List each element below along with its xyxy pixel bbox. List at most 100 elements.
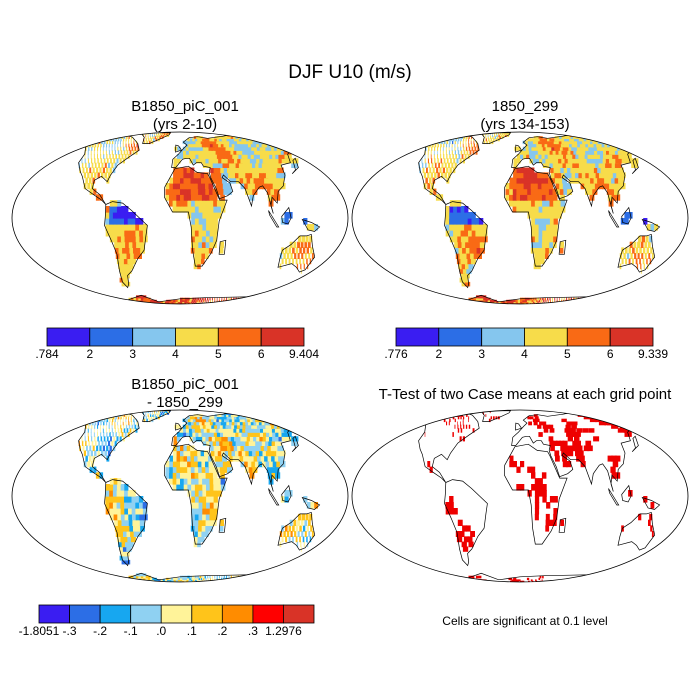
colorbar-tick-label: 4 [172, 347, 179, 361]
coastline-uk [515, 144, 523, 153]
colorbar-swatch [132, 327, 176, 347]
coastline-borneo [281, 206, 292, 225]
colorbar-swatch [160, 604, 193, 624]
colorbar-swatch [252, 604, 284, 624]
coastline-australia [277, 233, 316, 273]
colorbar-tick-label: 6 [606, 347, 614, 361]
coastline-new-guinea [641, 218, 661, 232]
panel-title-case2-line1: 1850_299 [491, 98, 559, 115]
colorbar-tick-label: 3 [478, 347, 485, 361]
panel-title-case1-line1: B1850_piC_001 [131, 98, 239, 115]
colorbar-swatch [282, 604, 315, 624]
colorbar-tick-label: 5 [214, 347, 222, 361]
coastline-australia [617, 233, 656, 273]
coastline-eurasia [171, 133, 301, 214]
map-globe-border [351, 131, 689, 305]
coastline-south-america [444, 201, 488, 289]
coastline-madagascar [218, 239, 227, 255]
colorbar-swatch [175, 327, 219, 347]
coastline-uk [175, 144, 183, 153]
colorbar-swatch [99, 604, 132, 624]
panel-title-case1: B1850_piC_001 (yrs 2-10) [75, 98, 295, 134]
coastline-japan [291, 157, 299, 174]
colorbar-tick-label: .784 [35, 347, 59, 361]
colorbar-swatch [438, 327, 482, 347]
coastline-australia [617, 511, 656, 551]
colorbar-swatch [221, 604, 254, 624]
colorbar-case1: .784 2 3 4 5 6 9.404 [35, 327, 319, 364]
colorbar-tick-label: 9.339 [637, 347, 669, 361]
colorbar-tick-label: 9.404 [288, 347, 320, 361]
colorbar-tick-label: -1.8051 [18, 624, 60, 638]
coastline-uk [515, 422, 523, 431]
colorbar-swatch [38, 604, 71, 624]
colorbar-tick-label: -.2 [93, 624, 108, 638]
coastline-eurasia [511, 411, 641, 492]
coastline-south-america [104, 479, 148, 567]
colorbar-swatch [481, 327, 525, 347]
coastline-sumatra [268, 488, 280, 506]
panel-title-diff: B1850_piC_001 - 1850_299 [75, 376, 295, 412]
coastline-south-america [444, 479, 488, 567]
coastline-borneo [621, 484, 632, 503]
colorbar-tick-label: 1.2976 [265, 624, 302, 638]
colorbar-tick-label: 4 [521, 347, 528, 361]
coastline-borneo [621, 206, 632, 225]
map-panel-case1 [10, 130, 350, 306]
panel-title-case2-line2: (yrs 134-153) [480, 116, 570, 133]
coastline-sumatra [268, 210, 280, 228]
coastline-uk [175, 422, 183, 431]
colorbar-tick-label: 2 [435, 347, 443, 361]
colorbar-swatch [46, 327, 91, 347]
colorbar-tick-label: .3 [247, 624, 258, 638]
coastline-africa [164, 165, 228, 267]
coastline-eurasia [511, 133, 641, 214]
coastline-new-guinea [301, 218, 321, 232]
colorbar-swatch [524, 327, 568, 347]
panel-title-diff-line1: B1850_piC_001 [131, 376, 239, 393]
colorbar-swatch [69, 604, 101, 624]
coastline-eurasia [171, 411, 301, 492]
coastline-madagascar [558, 517, 567, 533]
colorbar-tick-label: 2 [86, 347, 94, 361]
panel-title-diff-line2: - 1850_299 [147, 394, 223, 411]
figure-title: DJF U10 (m/s) [288, 62, 412, 83]
colorbar-swatch [217, 327, 262, 347]
colorbar-swatch [566, 327, 611, 347]
coastline-sumatra [608, 488, 620, 506]
map-globe-border [11, 131, 349, 305]
colorbar-tick-label: .776 [384, 347, 408, 361]
coastline-new-guinea [301, 496, 321, 510]
coastline-japan [631, 157, 639, 174]
colorbar-swatch [89, 327, 133, 347]
colorbar-tick-label: 3 [129, 347, 136, 361]
colorbar-tick-label: -.1 [123, 624, 138, 638]
map-panel-diff [10, 408, 350, 584]
ttest-significance-note: Cells are significant at 0.1 level [442, 614, 608, 628]
coastline-japan [291, 435, 299, 452]
coastline-new-guinea [641, 496, 661, 510]
coastline-africa [164, 443, 228, 545]
colorbar-tick-label: -.3 [62, 624, 77, 638]
coastline-madagascar [558, 239, 567, 255]
colorbar-tick-label: .1 [186, 624, 197, 638]
panel-title-case1-line2: (yrs 2-10) [152, 116, 218, 133]
map-globe-background [352, 410, 688, 582]
colorbar-swatch [191, 604, 223, 624]
colorbar-tick-label: .0 [156, 624, 167, 638]
coastline-africa [504, 165, 568, 267]
colorbar-tick-label: .2 [217, 624, 228, 638]
coastline-japan [631, 435, 639, 452]
map-globe-border [11, 409, 349, 583]
coastline-madagascar [218, 517, 227, 533]
colorbar-case2: .776 2 3 4 5 6 9.339 [384, 327, 668, 364]
coastline-south-america [104, 201, 148, 289]
colorbar-tick-label: 5 [563, 347, 571, 361]
coastlines [406, 132, 668, 304]
panel-title-ttest: T-Test of two Case means at each grid po… [355, 386, 695, 404]
panel-title-case2: 1850_299 (yrs 134-153) [415, 98, 635, 134]
map-panel-ttest [350, 408, 690, 584]
map-panel-case2 [350, 130, 690, 306]
colorbar-swatch [260, 327, 305, 347]
map-globe-border [351, 409, 689, 583]
